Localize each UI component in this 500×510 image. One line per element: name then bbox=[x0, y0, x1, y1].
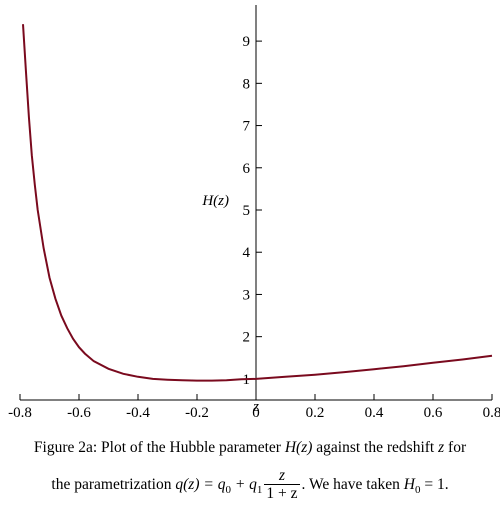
x-axis-label: z bbox=[252, 399, 259, 415]
caption-subscript: 0 bbox=[414, 484, 421, 497]
hubble-parameter-chart: -0.8 -0.6 -0.4 -0.2 0 0.2 0.4 0.6 0.8 123456789 … bbox=[8, 5, 500, 420]
x-tick-label: 0 bbox=[252, 405, 260, 420]
fraction-numerator: z bbox=[278, 467, 285, 484]
x-tick-label: 0.2 bbox=[306, 405, 325, 420]
x-tick-label: 0.6 bbox=[424, 405, 443, 420]
caption-text: for bbox=[444, 439, 467, 456]
figure-caption-line-1: Figure 2a: Plot of the Hubble parameter … bbox=[0, 437, 500, 459]
caption-text: . We have taken bbox=[301, 476, 404, 494]
y-tick-label: 6 bbox=[243, 161, 251, 177]
x-tick-label: -0.6 bbox=[67, 405, 91, 420]
y-tick-label: 8 bbox=[243, 76, 251, 92]
y-tick-label: 7 bbox=[243, 119, 251, 135]
x-tick-label: -0.4 bbox=[126, 405, 150, 420]
caption-text: the parametrization bbox=[51, 476, 176, 494]
y-tick-label: 3 bbox=[243, 287, 251, 303]
fraction-denominator: 1 + z bbox=[264, 484, 300, 502]
caption-subscript: 0 bbox=[225, 484, 231, 497]
caption-text: = 1. bbox=[420, 476, 449, 494]
series-line bbox=[22, 24, 493, 382]
caption-expression: H(z) bbox=[284, 439, 313, 456]
x-tick-label: 0.8 bbox=[483, 405, 500, 420]
caption-expression: H bbox=[403, 476, 415, 494]
x-tick-label: -0.2 bbox=[185, 405, 209, 420]
y-tick-label: 4 bbox=[243, 245, 251, 261]
caption-expression: q(z) = q bbox=[175, 476, 226, 494]
caption-variable: z bbox=[438, 439, 445, 456]
y-tick-label: 2 bbox=[243, 330, 251, 346]
y-tick-label: 5 bbox=[243, 203, 251, 219]
caption-text: against the redshift bbox=[312, 439, 439, 456]
y-axis-label: H(z) bbox=[201, 193, 229, 209]
caption-expression: + q bbox=[230, 476, 257, 494]
x-tick-label: -0.8 bbox=[8, 405, 32, 420]
x-tick-label: 0.4 bbox=[365, 405, 384, 420]
y-tick-label: 9 bbox=[243, 34, 251, 50]
caption-subscript: 1 bbox=[256, 484, 263, 497]
caption-text: Figure 2a: Plot of the Hubble parameter bbox=[33, 439, 285, 456]
x-ticks: -0.8 -0.6 -0.4 -0.2 0 0.2 0.4 0.6 0.8 bbox=[8, 394, 500, 420]
figure-caption-line-2: the parametrization q(z) = q0 + q1 z 1 + z… bbox=[0, 468, 500, 503]
